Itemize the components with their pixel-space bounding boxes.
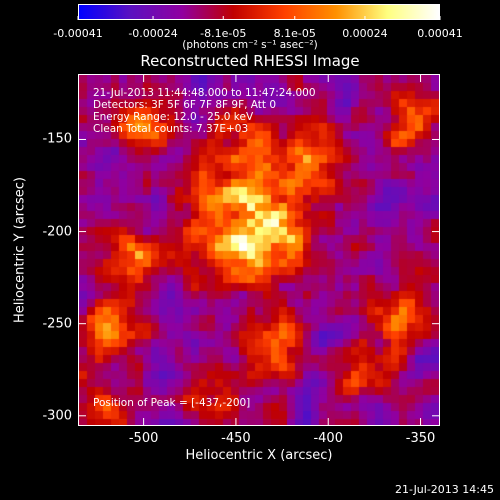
y-tick-label: -200 bbox=[42, 224, 72, 240]
y-tick-label: -250 bbox=[42, 316, 72, 332]
info-energy-range: Energy Range: 12.0 - 25.0 keV bbox=[93, 111, 254, 123]
info-total-counts: Clean Total counts: 7.37E+03 bbox=[93, 123, 249, 135]
x-tick-label: -350 bbox=[405, 431, 436, 446]
plot-area: 21-Jul-2013 11:44:48.000 to 11:47:24.000… bbox=[78, 74, 440, 426]
chart-title: Reconstructed RHESSI Image bbox=[140, 52, 360, 70]
peak-position-label: Position of Peak = [-437,-200] bbox=[93, 397, 251, 409]
info-time-range: 21-Jul-2013 11:44:48.000 to 11:47:24.000 bbox=[93, 87, 316, 99]
x-tick-label: -450 bbox=[221, 431, 251, 446]
heatmap-image bbox=[79, 75, 439, 425]
timestamp: 21-Jul-2013 14:45 bbox=[394, 483, 494, 496]
colorbar-tick-label: 0.00024 bbox=[342, 27, 388, 40]
colorbar-tick-label: 8.1e-05 bbox=[273, 27, 316, 40]
x-tick-label: -500 bbox=[128, 431, 159, 446]
colorbar bbox=[78, 4, 440, 20]
colorbar-tick-label: -0.00024 bbox=[128, 27, 178, 40]
y-tick-label: -300 bbox=[42, 408, 72, 424]
y-axis-label: Heliocentric Y (arcsec) bbox=[12, 177, 28, 323]
x-axis-label: Heliocentric X (arcsec) bbox=[185, 448, 333, 463]
colorbar-tick-label: -0.00041 bbox=[53, 27, 103, 40]
colorbar-tick-label: 0.00041 bbox=[417, 27, 463, 40]
info-detectors: Detectors: 3F 5F 6F 7F 8F 9F, Att 0 bbox=[93, 99, 277, 111]
colorbar-units: (photons cm⁻² s⁻¹ asec⁻²) bbox=[182, 39, 318, 51]
colorbar-tick-label: -8.1e-05 bbox=[200, 27, 247, 40]
y-tick-label: -150 bbox=[42, 131, 72, 147]
x-tick-label: -400 bbox=[313, 431, 343, 446]
